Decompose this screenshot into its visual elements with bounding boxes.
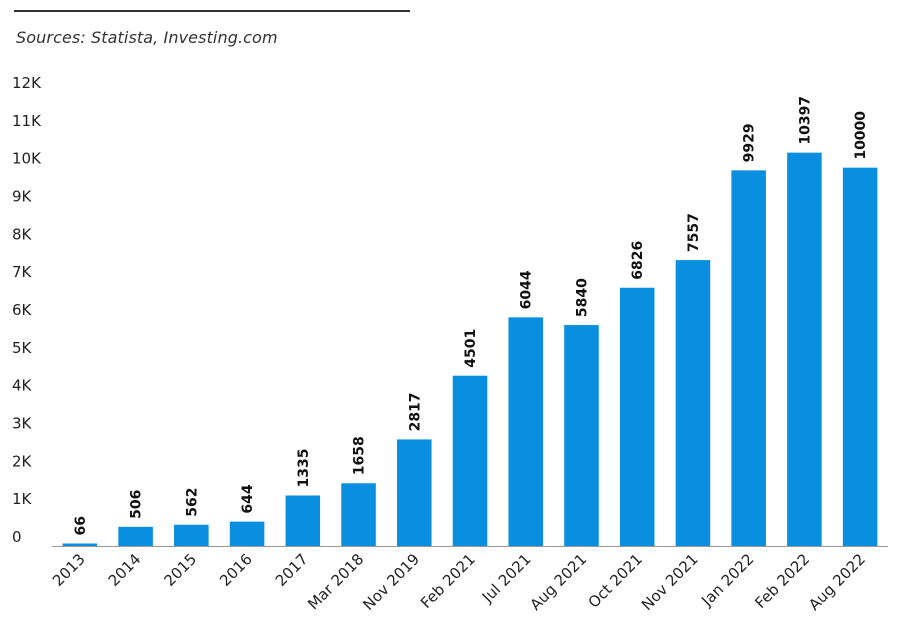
- data-label: 5840: [574, 278, 590, 317]
- bar: [341, 483, 376, 546]
- y-tick-label: 4K: [12, 377, 33, 395]
- source-note: Sources: Statista, Investing.com: [16, 28, 278, 47]
- x-tick-label: Jul 2021: [478, 550, 535, 607]
- x-tick-label: 2016: [216, 550, 256, 590]
- y-tick-label: 10K: [12, 150, 42, 168]
- bar: [619, 287, 655, 546]
- data-label: 644: [240, 484, 256, 513]
- x-tick-label: Jan 2022: [697, 550, 757, 610]
- y-tick-label: 9K: [12, 188, 33, 206]
- x-tick-label: Nov 2019: [359, 550, 423, 614]
- y-tick-label: 2K: [12, 452, 33, 470]
- data-label: 4501: [463, 329, 479, 368]
- x-tick-label: 2017: [272, 550, 312, 590]
- bar: [396, 439, 432, 546]
- data-label: 1335: [296, 449, 312, 488]
- data-label: 562: [184, 488, 200, 517]
- y-tick-label: 7K: [12, 263, 33, 281]
- x-tick-label: Oct 2021: [585, 550, 646, 611]
- bar: [174, 524, 209, 546]
- bar: [675, 260, 711, 546]
- bar: [564, 325, 599, 546]
- bars: [62, 152, 878, 546]
- y-tick-label: 11K: [12, 112, 42, 130]
- y-tick-label: 12K: [12, 74, 42, 92]
- x-tick-label: 2014: [105, 550, 145, 590]
- bar: [118, 526, 153, 546]
- bar: [452, 375, 488, 546]
- y-tick-label: 6K: [12, 301, 33, 319]
- y-tick-label: 1K: [12, 490, 33, 508]
- y-tick-label: 8K: [12, 225, 33, 243]
- x-tick-label: 2013: [49, 550, 89, 590]
- x-tick-label: Feb 2022: [751, 550, 813, 612]
- x-tick-label: Feb 2021: [417, 550, 479, 612]
- data-label: 66: [73, 516, 89, 535]
- bar: [285, 495, 321, 546]
- x-tick-label: 2015: [160, 550, 200, 590]
- data-label: 10397: [797, 96, 813, 145]
- bar: [508, 317, 544, 546]
- bar: [229, 521, 265, 546]
- y-tick-label: 5K: [12, 339, 33, 357]
- data-labels: 66 506 562 644 1335 1658 2817 4501 6044 5840 6826 7…: [73, 96, 869, 536]
- y-tick-label: 0: [12, 528, 22, 546]
- data-label: 506: [129, 490, 145, 519]
- bar: [787, 152, 822, 546]
- data-label: 6826: [630, 241, 646, 280]
- bar: [62, 543, 98, 546]
- x-tick-label: Nov 2021: [638, 550, 702, 614]
- y-tick-label: 3K: [12, 415, 33, 433]
- y-axis: 0 1K 2K 3K 4K 5K 6K 7K 8K 9K 10K 11K 12K: [12, 74, 42, 546]
- data-label: 10000: [853, 111, 869, 160]
- bar: [731, 170, 766, 546]
- x-tick-label: Aug 2022: [805, 550, 869, 614]
- top-rule: [14, 10, 410, 12]
- data-label: 2817: [407, 392, 423, 431]
- data-label: 9929: [742, 123, 758, 162]
- x-tick-label: Mar 2018: [304, 550, 367, 613]
- data-label: 1658: [352, 436, 368, 475]
- data-label: 6044: [519, 270, 535, 309]
- bar: [842, 167, 878, 546]
- data-label: 7557: [686, 213, 702, 252]
- x-tick-label: Aug 2021: [526, 550, 590, 614]
